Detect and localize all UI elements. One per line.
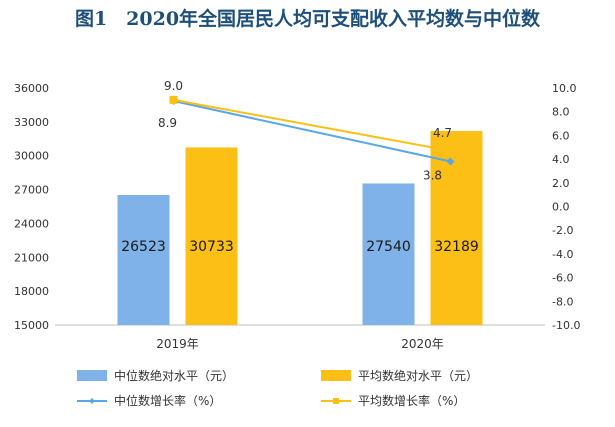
median-bar-label: 26523 <box>121 239 166 255</box>
mean-growth-point <box>169 95 178 104</box>
mean-bar <box>185 147 238 325</box>
median-growth-point <box>446 157 455 166</box>
y-right-tick-label: 6.0 <box>552 129 570 142</box>
median-bar <box>117 194 170 325</box>
median-bar-label: 27540 <box>366 239 411 255</box>
median-bar <box>362 183 415 325</box>
y-left-tick-label: 27000 <box>14 184 49 197</box>
mean-growth-label: 9.0 <box>164 79 183 93</box>
y-left-tick-label: 36000 <box>14 82 49 95</box>
legend-mean-bar-label: 平均数绝对水平（元） <box>358 368 478 383</box>
mean-growth-point <box>446 146 455 155</box>
y-right-tick-label: -4.0 <box>552 248 573 261</box>
y-right-tick-label: -10.0 <box>552 319 580 332</box>
mean-bar-label: 32189 <box>434 239 479 255</box>
legend-mean-growth-marker <box>333 398 339 404</box>
median-growth-label: 8.9 <box>158 116 177 130</box>
legend-mean-bar-swatch <box>321 370 351 381</box>
y-left-tick-label: 15000 <box>14 319 49 332</box>
y-left-tick-label: 30000 <box>14 150 49 163</box>
mean-growth-line <box>173 98 451 152</box>
x-tick-label: 2019年 <box>156 337 199 351</box>
median-growth-line <box>173 100 451 163</box>
y-right-tick-label: 10.0 <box>552 82 577 95</box>
y-left-tick-label: 33000 <box>14 116 49 129</box>
y-left-tick-label: 24000 <box>14 217 49 230</box>
y-right-tick-label: -2.0 <box>552 224 573 237</box>
mean-bar <box>430 131 483 325</box>
mean-bar-label: 30733 <box>189 239 234 255</box>
legend-median-growth-label: 中位数增长率（%） <box>114 393 221 408</box>
chart-title: 图1 2020年全国居民人均可支配收入平均数与中位数 <box>74 8 541 30</box>
legend-median-bar-label: 中位数绝对水平（元） <box>114 368 234 383</box>
y-right-tick-label: 0.0 <box>552 201 570 214</box>
y-right-tick-label: 4.0 <box>552 153 570 166</box>
mean-growth-label: 4.7 <box>433 126 452 140</box>
legend-mean-growth-label: 平均数增长率（%） <box>358 393 465 408</box>
y-right-tick-label: -8.0 <box>552 295 573 308</box>
y-left-tick-label: 18000 <box>14 285 49 298</box>
y-right-tick-label: 2.0 <box>552 177 570 190</box>
y-right-tick-label: -6.0 <box>552 272 573 285</box>
legend-median-bar-swatch <box>77 370 107 381</box>
y-left-tick-label: 21000 <box>14 251 49 264</box>
x-tick-label: 2020年 <box>401 337 444 351</box>
legend-median-growth-marker <box>89 398 95 404</box>
y-right-tick-label: 8.0 <box>552 106 570 119</box>
median-growth-label: 3.8 <box>423 168 442 182</box>
